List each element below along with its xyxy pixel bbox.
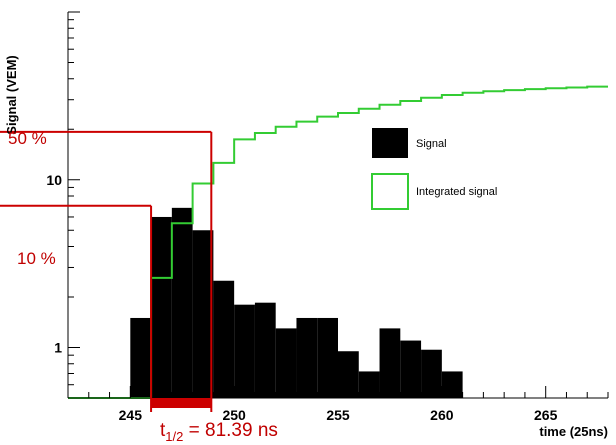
t-half-value: = 81.39 ns: [183, 420, 278, 441]
chart-annotations: [0, 130, 213, 412]
legend-swatch-signal: [372, 128, 408, 158]
annotation-10-percent-label: 10 %: [17, 249, 56, 268]
signal-bar: [234, 304, 255, 398]
integrated-signal-line: [68, 85, 608, 399]
legend-swatch-integrated: [371, 173, 409, 210]
signal-bar: [379, 328, 401, 398]
signal-bar: [338, 351, 359, 398]
x-tick-label: 265: [534, 407, 558, 423]
annotation-t-half: t1/2 = 81.39 ns: [160, 420, 278, 444]
x-tick-label: 260: [430, 407, 454, 423]
signal-bar: [441, 371, 463, 398]
annotation-50-percent-label: 50 %: [8, 129, 47, 148]
t-half-subscript: 1/2: [165, 429, 183, 444]
signal-bar: [151, 216, 172, 398]
signal-bar: [192, 230, 214, 398]
signal-bar: [130, 317, 152, 398]
x-tick-label: 255: [326, 407, 350, 423]
signal-bar: [275, 328, 297, 398]
x-tick-label: 250: [222, 407, 246, 423]
y-tick-label: 1: [54, 340, 62, 356]
y-axis-title: Signal (VEM): [4, 55, 19, 134]
signal-bar: [254, 302, 276, 398]
signal-bar: [296, 317, 318, 398]
t-half-symbol: t: [160, 420, 166, 441]
legend-label-integrated: Integrated signal: [416, 186, 497, 198]
signal-bar: [213, 280, 235, 398]
signal-bar: [421, 349, 442, 398]
signal-bar: [400, 340, 422, 398]
chart-axes: 245 250 255 260 265 1 10: [46, 11, 609, 423]
legend: Signal Integrated signal: [371, 128, 497, 210]
x-axis-title: time (25ns): [539, 424, 608, 439]
chart-marks: [68, 85, 608, 399]
signal-bar: [171, 207, 193, 398]
x-tick-label: 245: [119, 407, 143, 423]
signal-bar: [317, 317, 338, 398]
y-tick-label: 10: [46, 172, 62, 188]
legend-label-signal: Signal: [416, 138, 447, 150]
signal-bar: [358, 371, 380, 398]
t-half-interval-bar: [151, 398, 212, 408]
